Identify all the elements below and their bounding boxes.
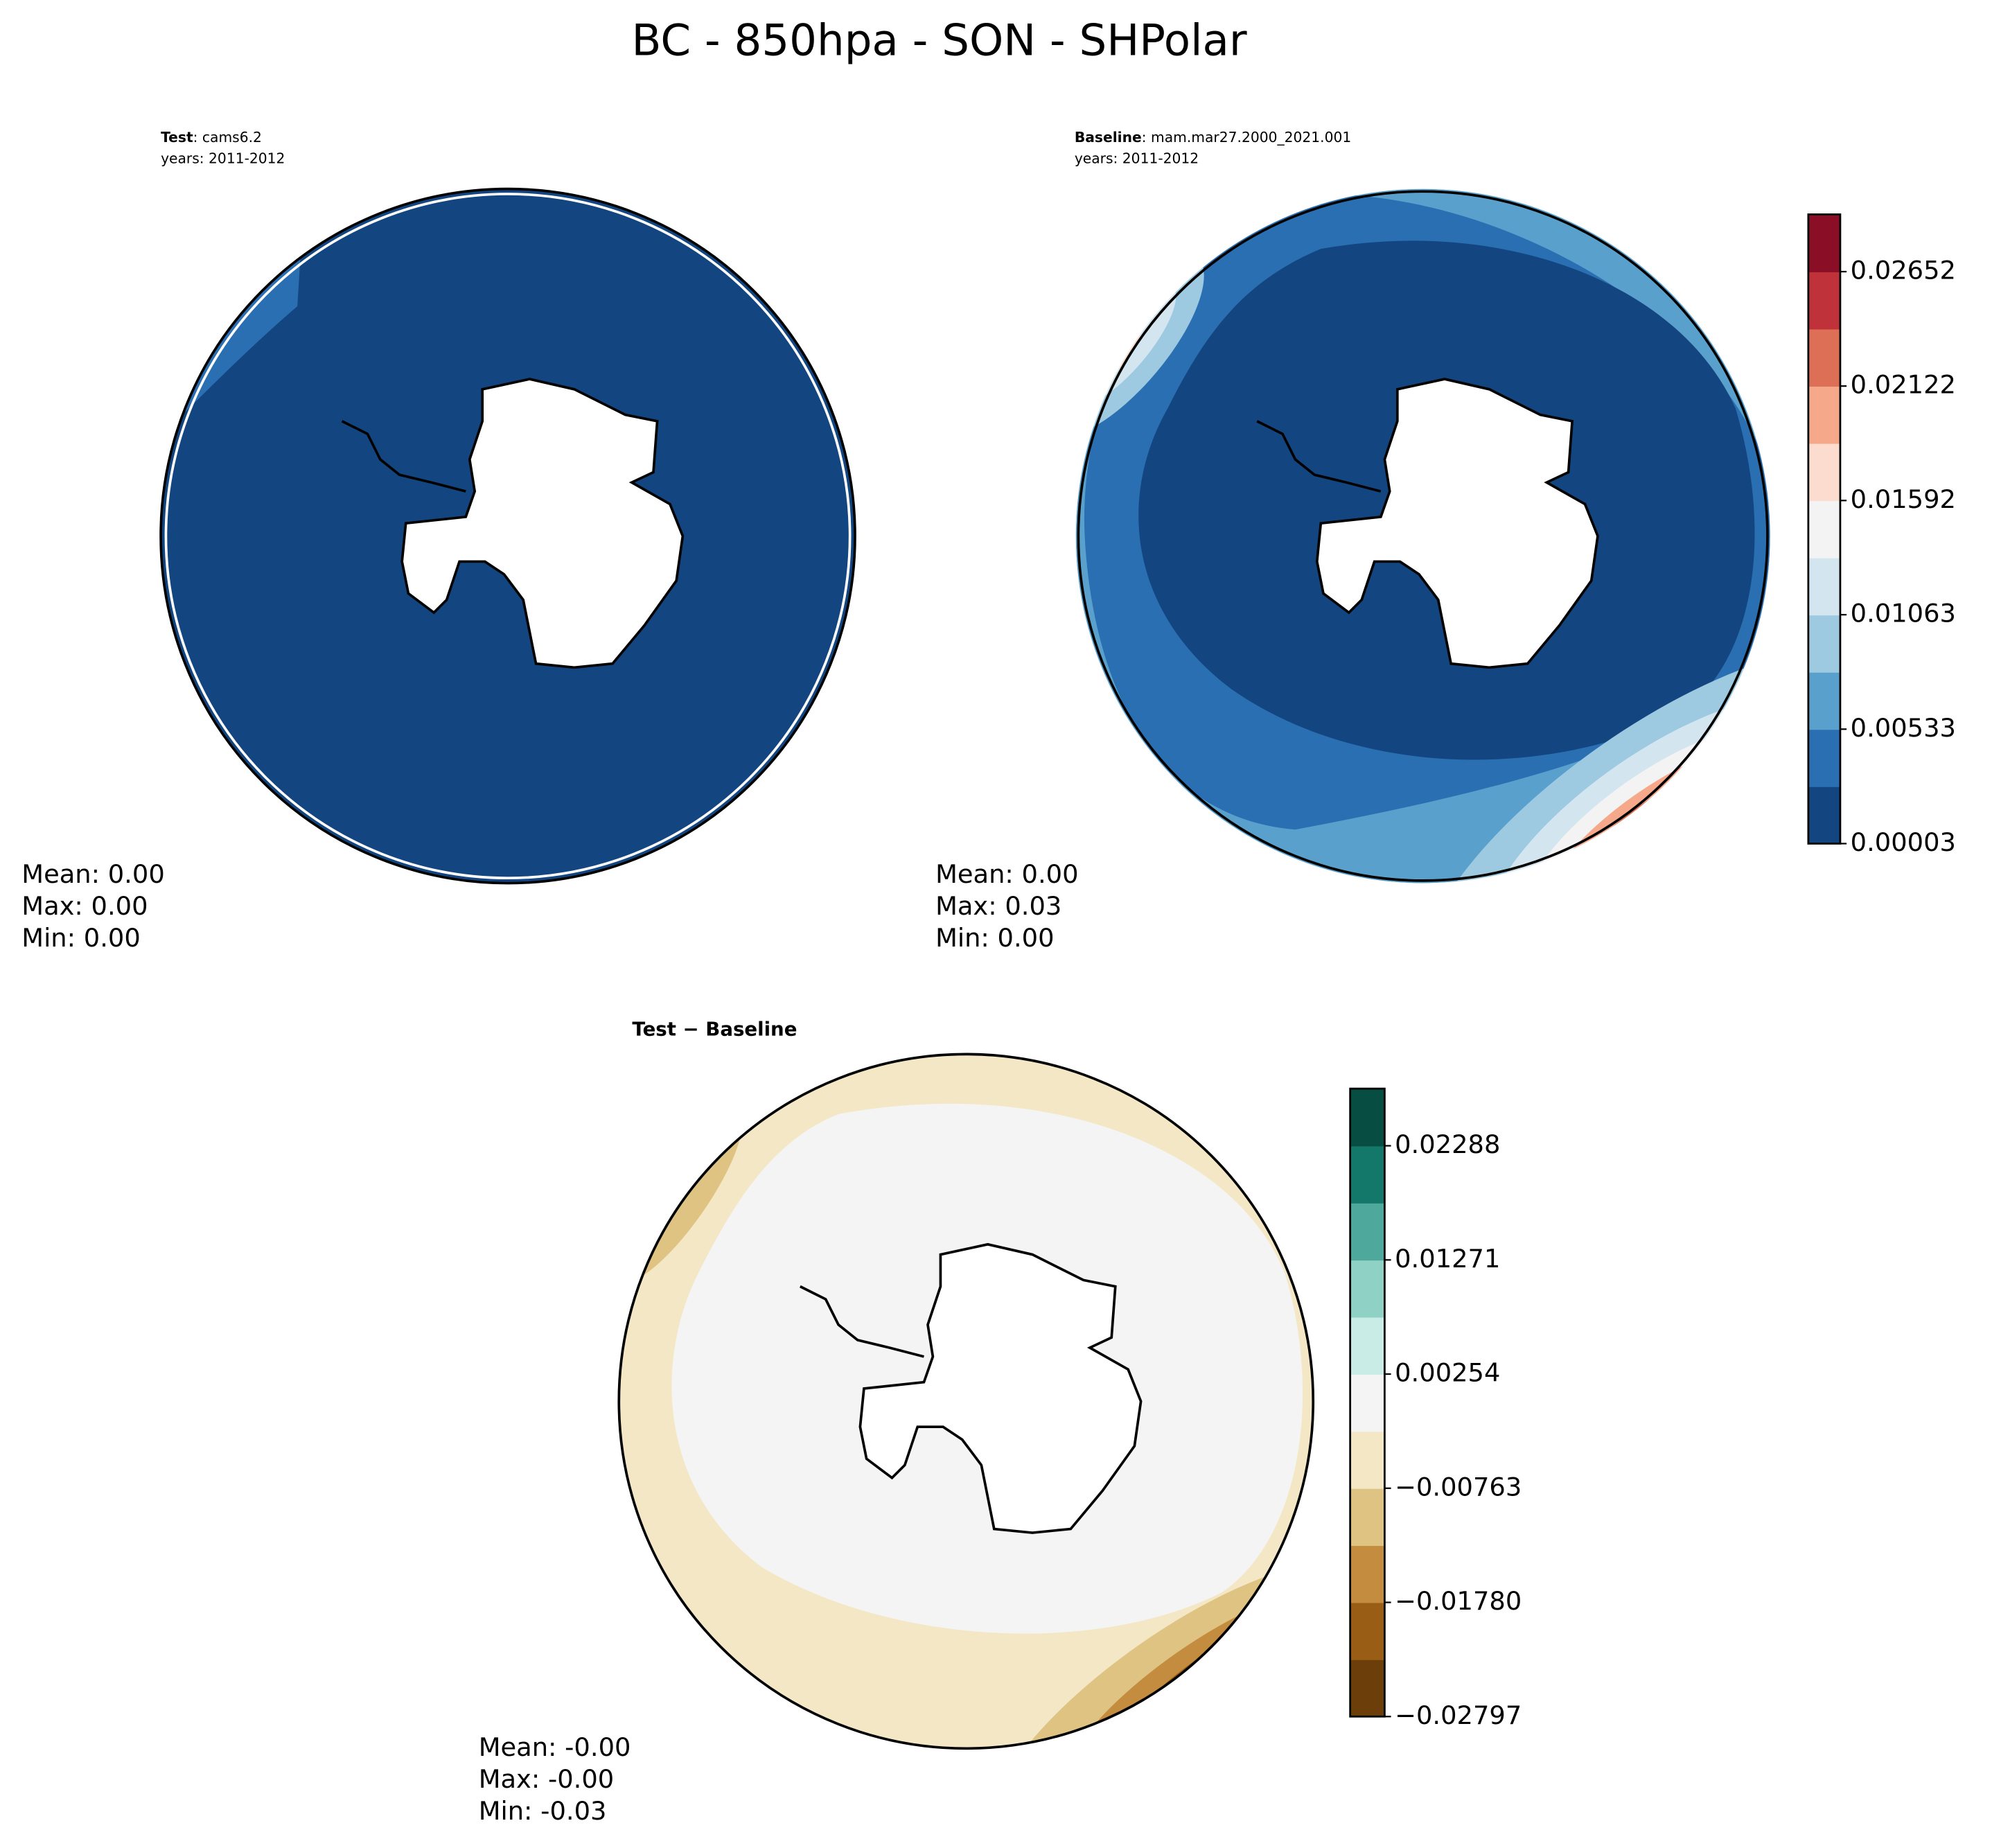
colorbar-tick-label: −0.02797 (1395, 1700, 1522, 1730)
colorbar-tick-label: 0.00254 (1395, 1358, 1500, 1388)
colorbar-tick-label: −0.00763 (1395, 1472, 1522, 1502)
colorbar-band (1808, 328, 1840, 387)
colorbar-band (1808, 386, 1840, 444)
colorbar-band (1350, 1545, 1385, 1603)
colorbar-band (1808, 729, 1840, 787)
stat: Max: 0.00 (21, 891, 148, 921)
panel-years: years: 2011-2012 (1075, 150, 1199, 167)
stat: Mean: 0.00 (21, 859, 164, 889)
colorbar-tick-label: 0.01592 (1851, 484, 1956, 514)
colorbar-band (1808, 271, 1840, 330)
colorbar-band (1350, 1145, 1385, 1204)
colorbar-band (1350, 1373, 1385, 1432)
panel-label: Baseline: mam.mar27.2000_2021.001 (1075, 128, 1351, 145)
colorbar-band (1808, 557, 1840, 616)
stat: Max: 0.03 (935, 891, 1061, 921)
colorbar-tick-label: 0.02122 (1851, 370, 1956, 400)
panel-years: years: 2011-2012 (161, 150, 285, 167)
stat: Mean: 0.00 (935, 859, 1078, 889)
colorbar-tick-label: −0.01780 (1395, 1586, 1522, 1616)
colorbar-band (1350, 1602, 1385, 1660)
colorbar-tick-label: 0.01271 (1395, 1244, 1500, 1274)
colorbar-band (1808, 615, 1840, 673)
stat: Max: -0.00 (479, 1764, 615, 1794)
panel-label: Test − Baseline (632, 1017, 797, 1040)
colorbar-band (1350, 1202, 1385, 1261)
colorbar-band (1808, 500, 1840, 558)
figure-title: BC - 850hpa - SON - SHPolar (632, 15, 1247, 66)
stat: Min: -0.03 (479, 1796, 607, 1826)
colorbar-tick-label: 0.00533 (1851, 713, 1956, 743)
colorbar-band (1350, 1659, 1385, 1718)
stat: Min: 0.00 (935, 923, 1054, 953)
stat: Mean: -0.00 (479, 1732, 631, 1762)
panel-label: Test: cams6.2 (161, 128, 262, 145)
colorbar-band (1808, 214, 1840, 272)
colorbar-tick-label: 0.01063 (1851, 599, 1956, 628)
colorbar-band (1808, 786, 1840, 845)
colorbar-tick-label: 0.02288 (1395, 1129, 1500, 1159)
map-difference (617, 1053, 1315, 1750)
colorbar-band (1350, 1488, 1385, 1547)
colorbar-band (1350, 1089, 1385, 1147)
colorbar-tick-label: 0.02652 (1851, 256, 1956, 285)
colorbar-band (1808, 671, 1840, 730)
colorbar-frame (1807, 213, 1842, 845)
colorbar-band (1808, 443, 1840, 502)
colorbar-frame (1349, 1087, 1386, 1718)
colorbar-band (1350, 1317, 1385, 1375)
colorbar-band (1350, 1431, 1385, 1489)
colorbar-tick-label: 0.00003 (1851, 827, 1956, 857)
colorbar-band (1350, 1260, 1385, 1318)
stat: Min: 0.00 (21, 923, 140, 953)
map-test (159, 187, 856, 885)
